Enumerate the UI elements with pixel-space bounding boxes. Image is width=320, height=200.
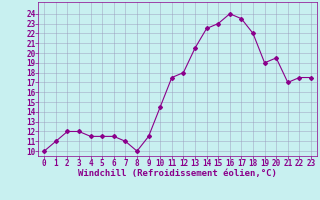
X-axis label: Windchill (Refroidissement éolien,°C): Windchill (Refroidissement éolien,°C) xyxy=(78,169,277,178)
